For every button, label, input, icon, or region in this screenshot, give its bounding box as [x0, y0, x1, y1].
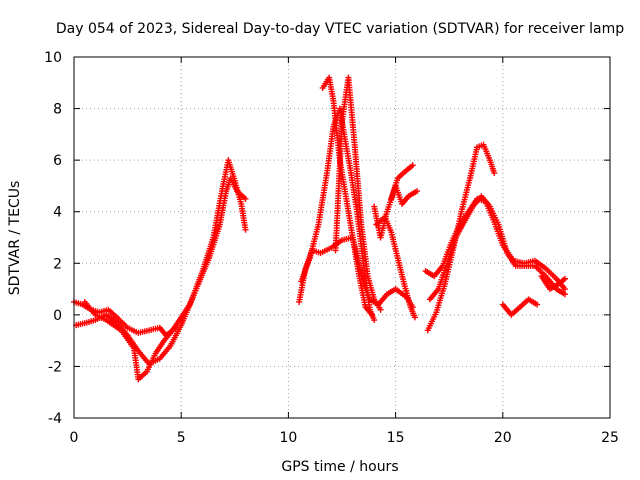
tick-labels: 0 5 10 15 20 25 -4 -2 0 2 4 6 8 10 — [44, 50, 619, 446]
data-point — [371, 317, 378, 324]
y-tick-label: 0 — [53, 308, 62, 324]
series-arc-12 — [424, 141, 498, 334]
series-arc-15 — [538, 273, 568, 293]
data-point — [242, 195, 249, 202]
data-points — [71, 74, 568, 383]
data-point — [561, 275, 568, 282]
axis-ticks — [73, 56, 611, 419]
series-arc-10 — [388, 162, 416, 202]
y-tick-label: 4 — [53, 205, 62, 221]
data-point — [561, 286, 568, 293]
x-tick-label: 5 — [177, 430, 186, 446]
series-arc-14 — [499, 296, 541, 318]
data-point — [377, 306, 384, 313]
series-arc-7 — [332, 74, 384, 313]
x-tick-label: 10 — [279, 430, 297, 446]
plot-frame — [73, 56, 611, 419]
x-tick-label: 25 — [601, 430, 619, 446]
data-point — [491, 170, 498, 177]
x-tick-label: 0 — [70, 430, 79, 446]
y-tick-label: -4 — [48, 411, 62, 427]
x-tick-label: 20 — [494, 430, 512, 446]
y-axis-label: SDTVAR / TECUs — [7, 181, 23, 296]
y-tick-label: 6 — [53, 153, 62, 169]
x-tick-label: 15 — [387, 430, 405, 446]
data-point — [409, 162, 416, 169]
data-point — [242, 226, 249, 233]
data-point — [171, 324, 178, 331]
series-arc-2 — [73, 157, 249, 367]
x-axis-label: GPS time / hours — [281, 459, 398, 475]
data-point — [411, 314, 418, 321]
series-arc-3 — [81, 298, 178, 383]
data-point — [561, 291, 568, 298]
y-tick-label: 2 — [53, 256, 62, 272]
data-point — [534, 301, 541, 308]
data-point — [414, 188, 421, 195]
y-tick-label: 8 — [53, 102, 62, 118]
data-point — [369, 311, 376, 318]
chart-title: Day 054 of 2023, Sidereal Day-to-day VTE… — [56, 21, 624, 37]
y-tick-label: -2 — [48, 359, 62, 375]
y-tick-label: 10 — [44, 50, 62, 66]
series-arc-13 — [426, 193, 568, 303]
series-arc-9 — [373, 213, 418, 321]
